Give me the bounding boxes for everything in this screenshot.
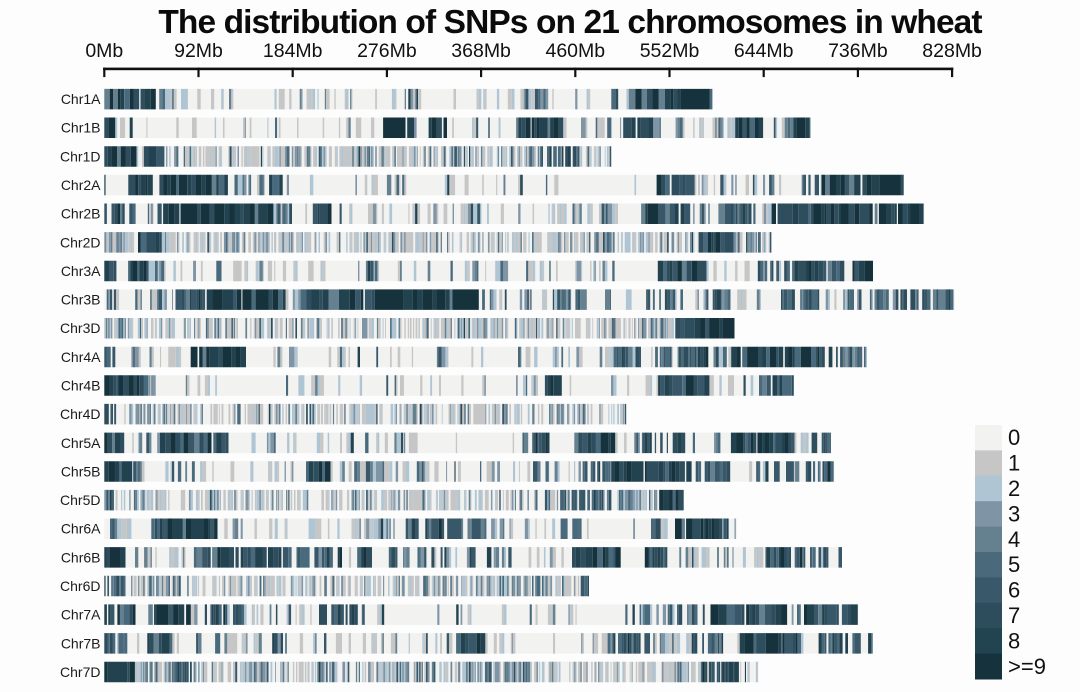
svg-text:Chr4D: Chr4D — [60, 406, 100, 422]
svg-text:644Mb: 644Mb — [734, 40, 794, 62]
svg-text:1: 1 — [1008, 451, 1020, 476]
svg-text:Chr5D: Chr5D — [60, 492, 100, 508]
svg-text:828Mb: 828Mb — [922, 40, 982, 62]
svg-text:Chr6B: Chr6B — [61, 549, 101, 565]
svg-text:Chr5A: Chr5A — [61, 435, 101, 451]
svg-text:552Mb: 552Mb — [640, 40, 700, 62]
svg-text:4: 4 — [1008, 527, 1020, 552]
svg-text:Chr7B: Chr7B — [61, 635, 101, 651]
svg-text:0: 0 — [1008, 425, 1020, 450]
svg-text:0Mb: 0Mb — [85, 40, 123, 62]
svg-text:8: 8 — [1008, 628, 1020, 653]
svg-text:Chr4A: Chr4A — [61, 349, 101, 365]
svg-text:460Mb: 460Mb — [545, 40, 605, 62]
svg-text:Chr6D: Chr6D — [60, 578, 100, 594]
svg-text:184Mb: 184Mb — [263, 40, 323, 62]
svg-text:Chr3A: Chr3A — [61, 263, 101, 279]
svg-text:Chr2B: Chr2B — [61, 206, 101, 222]
svg-text:Chr5B: Chr5B — [61, 463, 101, 479]
svg-text:Chr4B: Chr4B — [61, 378, 101, 394]
svg-text:368Mb: 368Mb — [451, 40, 511, 62]
svg-text:The distribution of SNPs on 21: The distribution of SNPs on 21 chromosom… — [158, 4, 982, 41]
svg-text:7: 7 — [1008, 603, 1020, 628]
svg-text:92Mb: 92Mb — [174, 40, 223, 62]
svg-text:Chr3B: Chr3B — [61, 292, 101, 308]
svg-text:276Mb: 276Mb — [357, 40, 417, 62]
svg-text:736Mb: 736Mb — [828, 40, 888, 62]
svg-text:Chr7D: Chr7D — [60, 664, 100, 680]
svg-text:Chr6A: Chr6A — [61, 521, 101, 537]
svg-text:>=9: >=9 — [1008, 654, 1046, 679]
svg-text:6: 6 — [1008, 578, 1020, 603]
svg-text:Chr2D: Chr2D — [60, 234, 100, 250]
svg-text:Chr1B: Chr1B — [61, 120, 101, 136]
svg-text:Chr3D: Chr3D — [60, 320, 100, 336]
svg-text:Chr2A: Chr2A — [61, 177, 101, 193]
svg-text:Chr1A: Chr1A — [61, 91, 101, 107]
svg-text:3: 3 — [1008, 501, 1020, 526]
svg-text:Chr1D: Chr1D — [60, 148, 100, 164]
svg-text:2: 2 — [1008, 476, 1020, 501]
svg-text:5: 5 — [1008, 552, 1020, 577]
svg-text:Chr7A: Chr7A — [61, 607, 101, 623]
